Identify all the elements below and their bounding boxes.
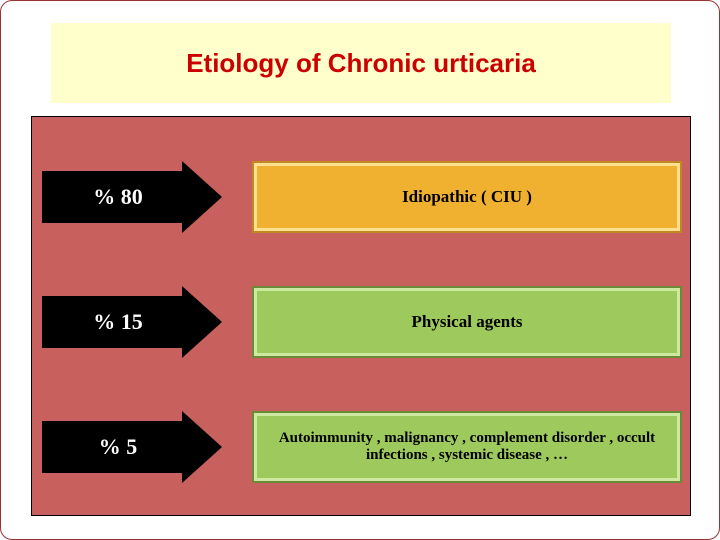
- percent-arrow: % 15: [42, 286, 222, 358]
- percent-label: % 5: [42, 411, 222, 483]
- percent-arrow: % 5: [42, 411, 222, 483]
- row-idiopathic: % 80 Idiopathic ( CIU ): [42, 157, 682, 237]
- desc-box: Idiopathic ( CIU ): [252, 161, 682, 233]
- main-panel: % 80 Idiopathic ( CIU ) % 15 Physical ag…: [31, 116, 691, 516]
- row-autoimmunity: % 5 Autoimmunity , malignancy , compleme…: [42, 407, 682, 487]
- desc-text: Physical agents: [412, 312, 523, 332]
- slide: Etiology of Chronic urticaria % 80 Idiop…: [0, 0, 720, 540]
- row-physical: % 15 Physical agents: [42, 282, 682, 362]
- desc-box: Physical agents: [252, 286, 682, 358]
- desc-text: Idiopathic ( CIU ): [402, 187, 532, 207]
- percent-arrow: % 80: [42, 161, 222, 233]
- title-box: Etiology of Chronic urticaria: [51, 23, 671, 103]
- desc-text: Autoimmunity , malignancy , complement d…: [268, 430, 666, 464]
- percent-label: % 15: [42, 286, 222, 358]
- desc-box: Autoimmunity , malignancy , complement d…: [252, 411, 682, 483]
- slide-title: Etiology of Chronic urticaria: [186, 48, 536, 79]
- percent-label: % 80: [42, 161, 222, 233]
